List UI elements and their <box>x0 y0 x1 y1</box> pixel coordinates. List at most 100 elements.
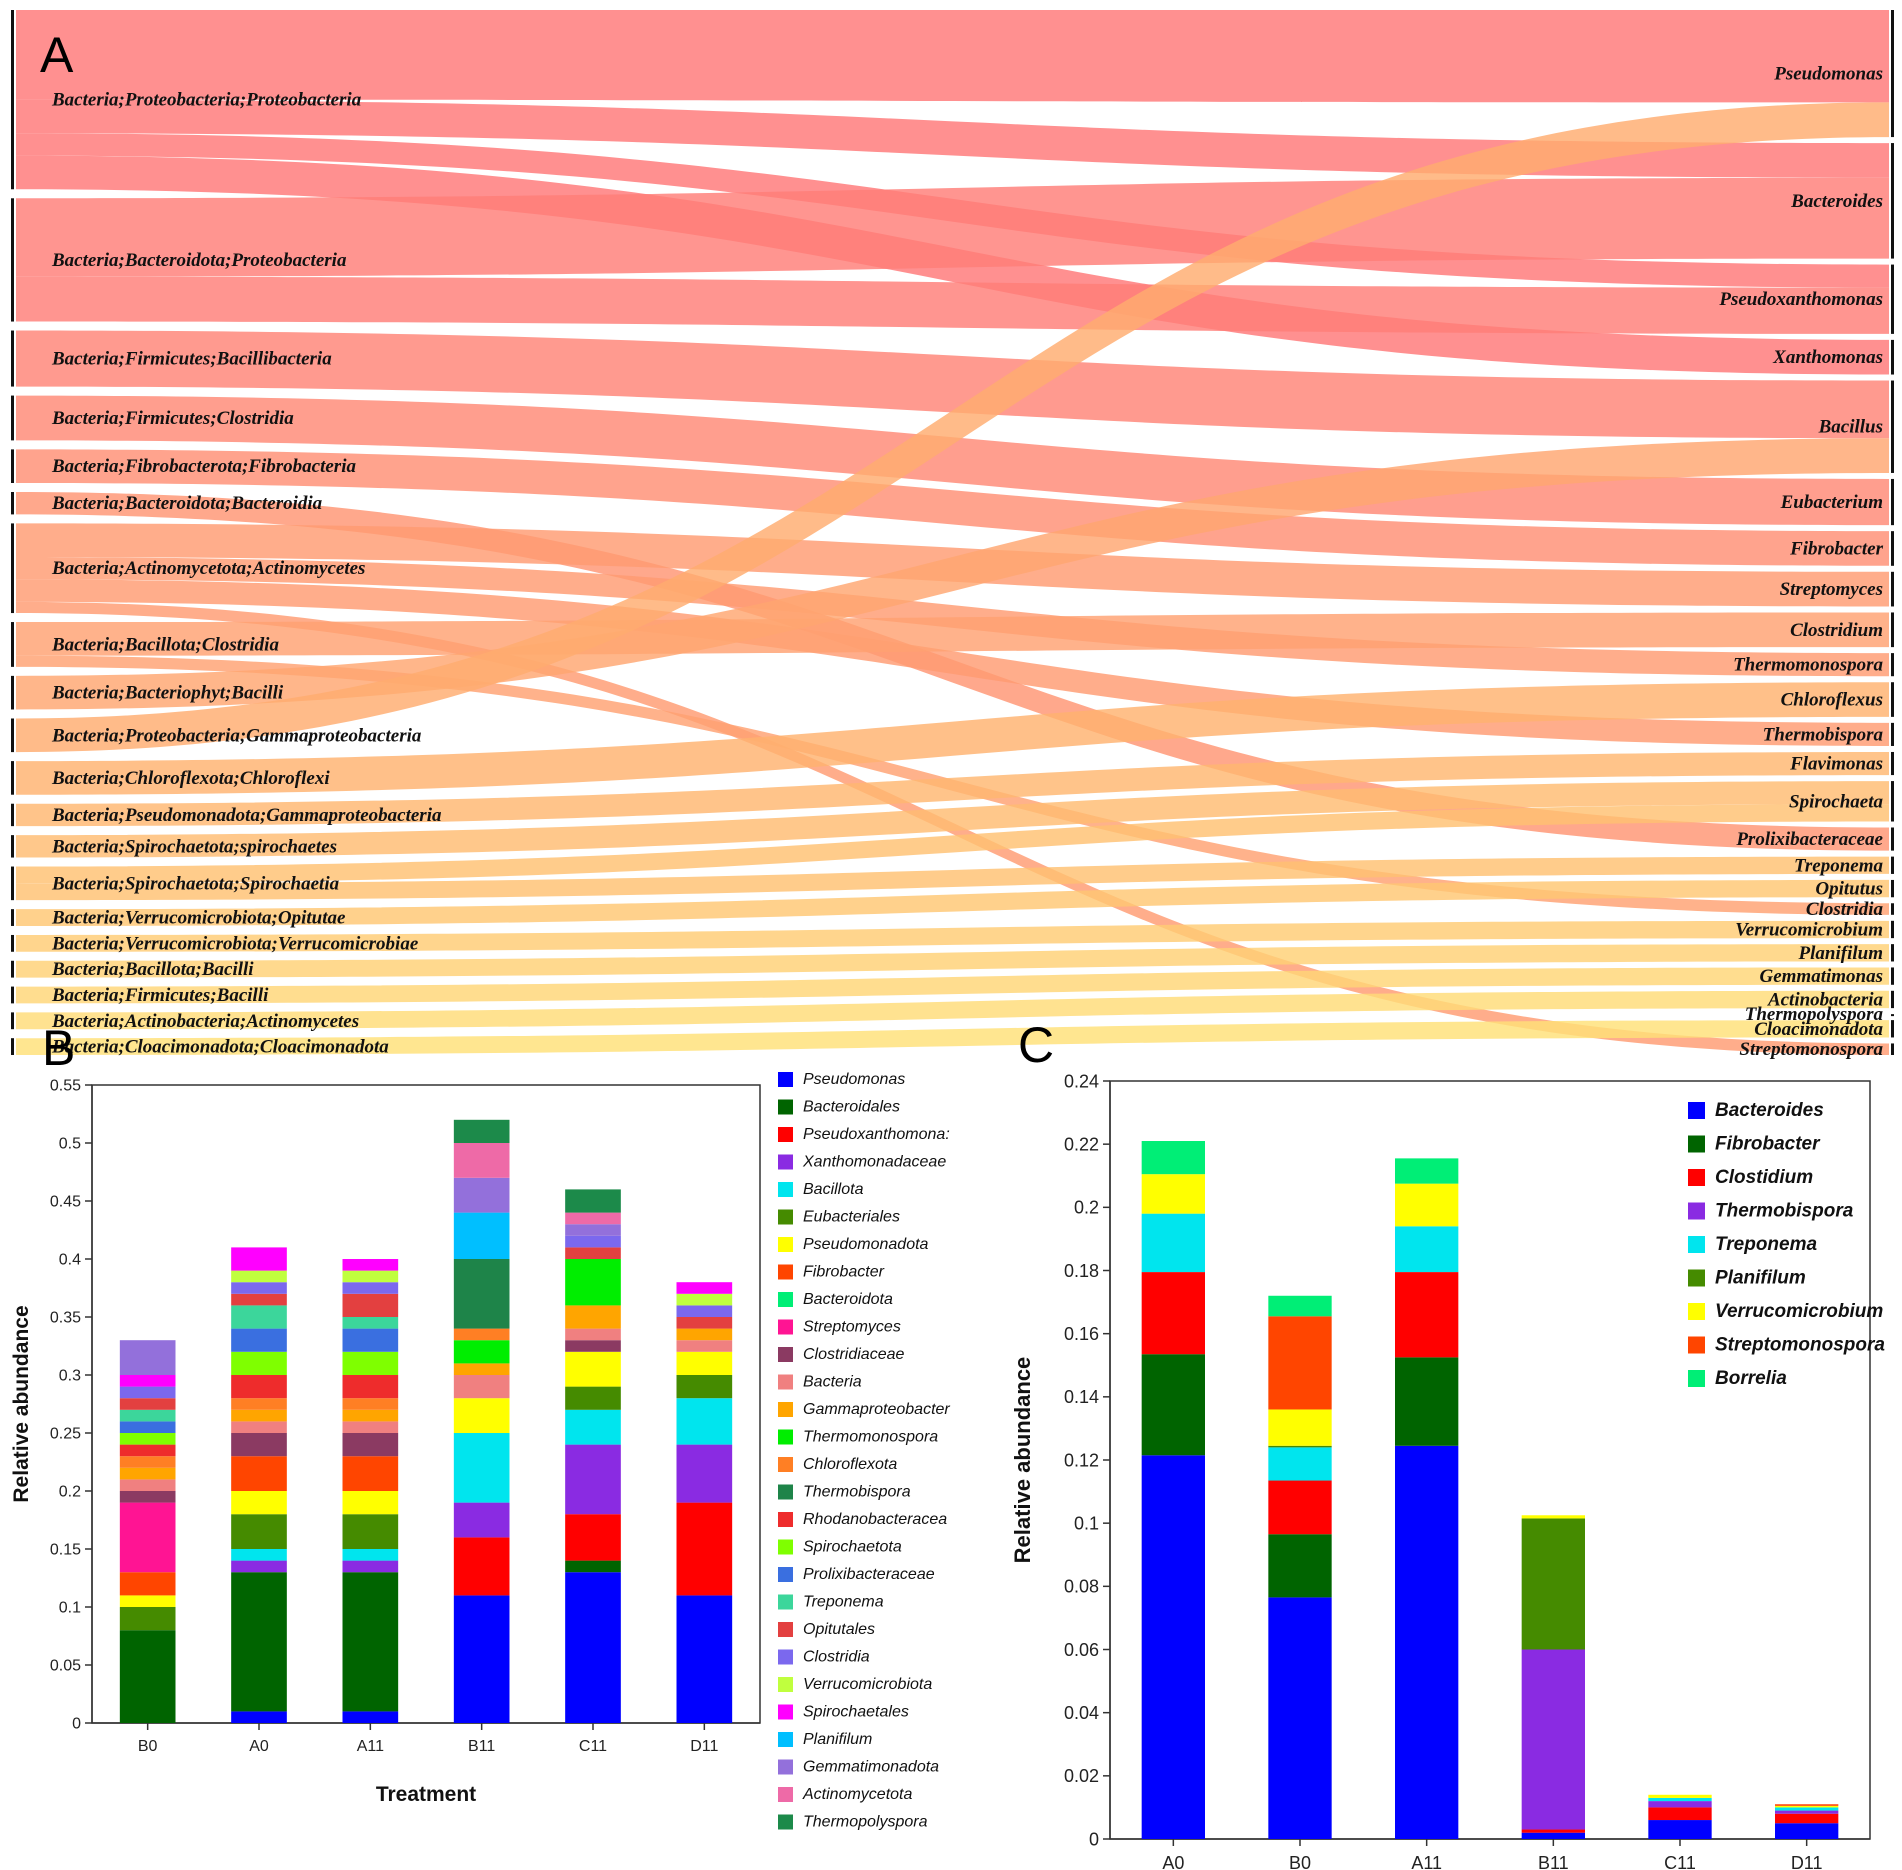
legend-label: Pseudomonas <box>803 1071 905 1088</box>
y-tick-label: 0.1 <box>59 1600 81 1617</box>
bar-segment-pseudomonas-a0 <box>231 1711 287 1723</box>
sankey-right-label: Planifilum <box>1798 943 1883 964</box>
sankey-right-node <box>1891 920 1894 939</box>
legend-label: Spirochaetales <box>803 1704 909 1721</box>
bar-segment-verrucomicrobiota-a0 <box>231 1270 287 1283</box>
bar-segment-thermomonospora-c11 <box>565 1259 621 1306</box>
sankey-right-label: Thermobispora <box>1763 724 1884 745</box>
sankey-right-node <box>1891 682 1894 717</box>
y-tick-label: 0.24 <box>1064 1071 1099 1091</box>
bar-segment-bacteria-b0 <box>119 1479 176 1491</box>
bar-segment-treponema-a0 <box>1141 1213 1205 1273</box>
sankey-right-node <box>1891 264 1894 334</box>
sankey-right-node <box>1891 856 1894 874</box>
legend-swatch <box>778 1209 793 1225</box>
bar-segment-bacillota-c11 <box>565 1409 621 1445</box>
bar-segment-spirochaetota-a0 <box>231 1351 287 1375</box>
legend-swatch <box>778 1237 793 1252</box>
bar-segment-thermobispora-b11 <box>1521 1649 1585 1830</box>
sankey-left-node <box>11 198 14 322</box>
sankey-left-node <box>11 803 14 827</box>
bar-segment-borrelia-a11 <box>1395 1158 1459 1184</box>
bar-segment-borrelia-b0 <box>1268 1295 1332 1317</box>
sankey-right-label: Streptomyces <box>1780 579 1883 600</box>
x-tick-label: A0 <box>249 1738 269 1755</box>
bar-segment-spirochaetales-a0 <box>231 1247 287 1271</box>
bar-segment-bacteria-a11 <box>342 1421 399 1433</box>
bar-segment-pseudomonas-c11 <box>565 1572 621 1723</box>
x-tick-label: C11 <box>579 1738 607 1755</box>
bar-segment-fibrobacter-b0 <box>119 1572 176 1596</box>
bar-segment-clostridiaceae-c11 <box>565 1340 621 1352</box>
legend-swatch <box>778 1814 793 1830</box>
bar-segment-streptomonospora-d11 <box>1775 1804 1839 1806</box>
sankey-right-label: Fibrobacter <box>1789 538 1883 559</box>
bar-segment-verrucomicrobium-a11 <box>1395 1183 1459 1227</box>
legend-label: Gammaproteobacter <box>803 1401 950 1418</box>
sankey-left-label: Bacteria;Firmicutes;Bacilli <box>51 985 269 1006</box>
sankey-diagram: Bacteria;Proteobacteria;Proteobacteria Ba… <box>11 10 1894 1060</box>
bar-segment-treponema-d11 <box>1775 1807 1839 1811</box>
bar-segment-pseudomonadota-b0 <box>119 1595 176 1607</box>
bar-segment-prolixibacteraceae-a0 <box>231 1328 287 1352</box>
sankey-left-node <box>11 10 14 190</box>
legend-swatch <box>778 1264 793 1280</box>
bar-segment-thermopolyspora-b11 <box>453 1119 510 1143</box>
y-tick-label: 0.08 <box>1064 1577 1099 1597</box>
y-tick-label: 0.06 <box>1064 1640 1099 1660</box>
legend-label: Xanthomonadaceae <box>802 1154 946 1171</box>
legend-label: Bacillota <box>803 1181 864 1198</box>
legend-swatch <box>1688 1336 1705 1354</box>
sankey-left-label: Bacteria;Proteobacteria;Proteobacteria <box>51 90 362 111</box>
bar-segment-clostridiaceae-a0 <box>231 1433 287 1457</box>
sankey-right-node <box>1891 903 1894 915</box>
bar-segment-streptomyces-b0 <box>119 1502 176 1573</box>
y-tick-label: 0.1 <box>1074 1513 1099 1533</box>
legend-swatch <box>1688 1236 1705 1253</box>
y-tick-label: 0.35 <box>50 1310 81 1327</box>
bar-segment-clostidium-b0 <box>1268 1480 1332 1535</box>
y-tick-label: 0.15 <box>50 1542 81 1559</box>
sankey-left-node <box>11 866 14 901</box>
plot-frame <box>91 1084 761 1724</box>
sankey-left-node <box>11 330 14 387</box>
legend-swatch <box>778 1759 793 1775</box>
legend-label: Actinomycetota <box>802 1786 912 1803</box>
sankey-right-node <box>1891 751 1894 776</box>
bar-segment-prolixibacteraceae-b0 <box>119 1421 176 1433</box>
sankey-right-label: Opitutus <box>1815 879 1883 900</box>
y-tick-label: 0 <box>1089 1829 1099 1849</box>
legend-label: Thermopolyspora <box>803 1814 928 1831</box>
bar-segment-chloroflexota-a0 <box>231 1398 287 1410</box>
sankey-right-label: Pseudoxanthomonas <box>1718 289 1883 310</box>
legend-label: Treponema <box>803 1594 884 1611</box>
bar-segment-verrucomicrobiota-d11 <box>676 1293 733 1306</box>
sankey-right-node <box>1891 571 1894 607</box>
bar-segment-eubacteriales-a11 <box>342 1514 399 1549</box>
sankey-right-node <box>1891 478 1894 526</box>
bar-segment-verrucomicrobiota-a11 <box>342 1270 399 1283</box>
bar-segment-bacteroidales-a11 <box>342 1572 399 1712</box>
bar-segment-fibrobacter-a0 <box>231 1456 287 1491</box>
sankey-left-label: Bacteria;Cloacimonadota;Cloacimonadota <box>51 1037 389 1058</box>
sankey-left-label: Bacteria;Actinobacteria;Actinomycetes <box>51 1011 359 1032</box>
y-tick-label: 0.05 <box>50 1658 81 1675</box>
bar-segment-xanthomonadaceae-c11 <box>565 1444 621 1515</box>
legend-label: Pseudoxanthomona: <box>803 1126 950 1143</box>
bar-segment-bacteroides-b11 <box>1521 1832 1585 1839</box>
bar-segment-clostidium-d11 <box>1775 1813 1839 1824</box>
sankey-link-bacteria-spirochaetota-spirochaetia-to-treponema <box>16 856 1889 901</box>
bar-segment-clostridia-c11 <box>565 1235 621 1248</box>
bar-segment-actinomycetota-c11 <box>565 1212 621 1225</box>
legend-label: Planifilum <box>1715 1268 1806 1289</box>
legend-label: Verrucomicrobiota <box>803 1676 932 1693</box>
sankey-right-label: Gemmatimonas <box>1759 966 1883 987</box>
bar-segment-prolixibacteraceae-a11 <box>342 1328 399 1352</box>
bar-segment-pseudomonas-b11 <box>453 1595 510 1723</box>
legend-label: Opitutales <box>803 1621 875 1638</box>
bar-segment-pseudomonas-a11 <box>342 1711 399 1723</box>
bar-segment-bacteroides-a0 <box>1141 1455 1205 1839</box>
bar-segment-treponema-a11 <box>1395 1226 1459 1273</box>
legend-label: Bacteroidota <box>803 1291 893 1308</box>
bar-segment-fibrobacter-a0 <box>1141 1354 1205 1456</box>
